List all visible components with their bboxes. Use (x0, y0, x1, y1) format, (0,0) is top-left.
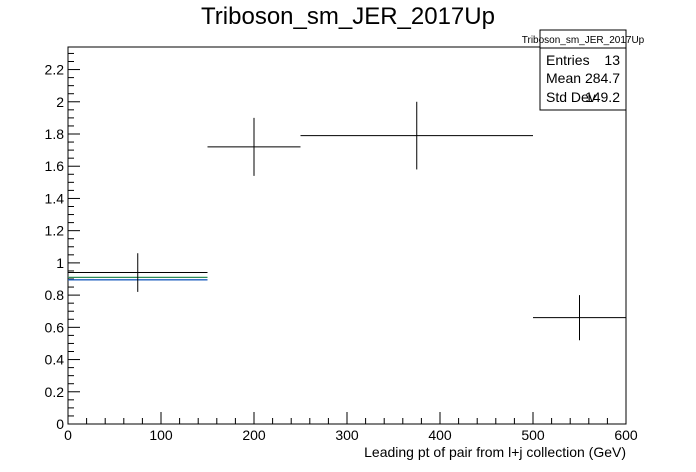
y-tick-label: 0.8 (45, 287, 65, 303)
x-tick-label: 0 (64, 427, 72, 443)
x-tick-label: 300 (335, 427, 359, 443)
x-axis: 0 100 200 300 400 500 600 (64, 412, 638, 443)
y-tick-label: 0.4 (45, 352, 65, 368)
stats-stddev-label: Std Dev (546, 89, 596, 105)
x-tick-label: 500 (521, 427, 545, 443)
x-tick-label: 200 (242, 427, 266, 443)
chart-title: Triboson_sm_JER_2017Up (201, 3, 495, 30)
y-tick-label: 2.2 (45, 62, 65, 78)
stats-entries-label: Entries (546, 52, 590, 68)
stats-box: Triboson_sm_JER_2017Up Entries 13 Mean 2… (522, 29, 645, 111)
y-tick-label: 1.8 (45, 126, 65, 142)
stats-box-border (539, 29, 627, 111)
x-axis-label: Leading pt of pair from l+j collection (… (364, 444, 626, 460)
y-tick-label: 1.2 (45, 223, 65, 239)
y-tick-label: 0 (56, 416, 64, 432)
stats-mean-label: Mean (546, 70, 581, 86)
y-tick-label: 0.2 (45, 384, 65, 400)
stats-stddev-value: 149.2 (585, 89, 620, 105)
x-tick-label: 600 (614, 427, 638, 443)
x-tick-label: 100 (149, 427, 173, 443)
y-tick-label: 1 (56, 255, 64, 271)
x-tick-label: 400 (428, 427, 452, 443)
y-tick-label: 1.4 (45, 190, 65, 206)
data-points (68, 101, 626, 341)
y-tick-label: 0.6 (45, 319, 65, 335)
stats-box-name: Triboson_sm_JER_2017Up (522, 35, 645, 46)
y-tick-label: 2 (56, 94, 64, 110)
y-axis: 0 0.2 0.4 0.6 0.8 1 1.2 1.4 1.6 1.8 2 2.2 (45, 52, 80, 432)
y-tick-label: 1.6 (45, 158, 65, 174)
stats-entries-value: 13 (604, 52, 620, 68)
stats-mean-value: 284.7 (585, 70, 620, 86)
